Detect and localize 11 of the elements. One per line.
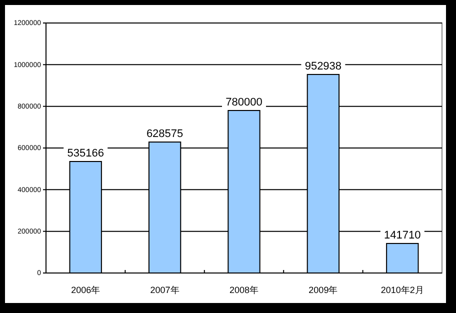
x-tick-label: 2009年: [308, 285, 338, 295]
x-tick-label: 2007年: [150, 285, 180, 295]
x-tick-label: 2006年: [71, 285, 100, 295]
data-label: 628575: [146, 128, 184, 140]
data-label: 535166: [67, 148, 104, 160]
data-label: 780000: [226, 96, 262, 108]
data-label: 141710: [384, 229, 421, 242]
x-tick-label: 2008年: [229, 285, 259, 295]
data-label: 952938: [304, 60, 342, 72]
bar: [386, 242, 419, 274]
x-tick-label: 2010年2月: [380, 285, 424, 295]
